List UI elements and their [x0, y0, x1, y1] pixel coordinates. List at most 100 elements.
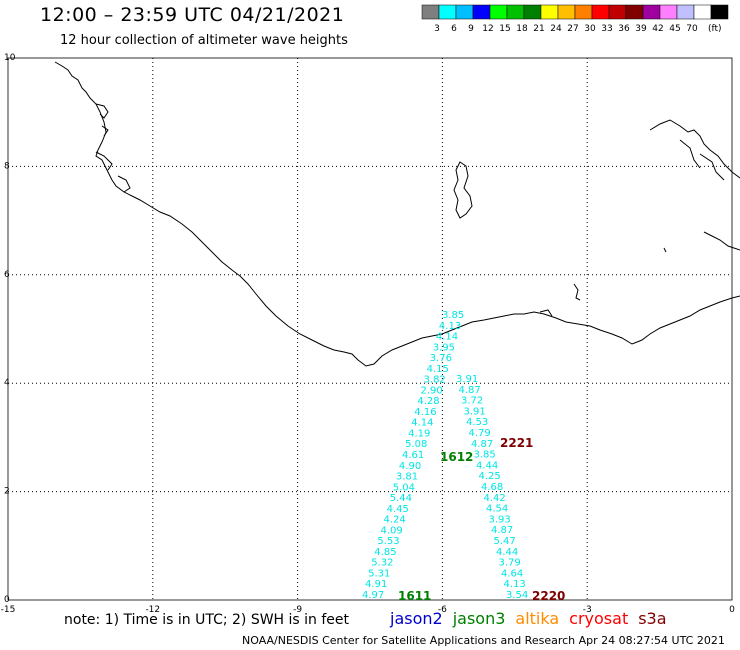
map-grid [7, 57, 733, 601]
satellite-legend-jason2: jason2 [390, 609, 443, 628]
wave-height-value: 4.87 [459, 385, 481, 396]
colorbar-swatch [557, 4, 576, 20]
colorbar-swatch [625, 4, 644, 20]
wave-height-value: 3.79 [499, 558, 521, 569]
footer-credit: NOAA/NESDIS Center for Satellite Applica… [242, 634, 725, 647]
wave-height-value: 5.31 [368, 568, 390, 579]
coastline-main [54, 61, 740, 367]
wave-height-value: 4.15 [427, 364, 449, 375]
wave-height-value: 4.85 [374, 547, 396, 558]
wave-height-value: 3.95 [433, 342, 455, 353]
colorbar-label: 27 [567, 24, 578, 34]
wave-height-value: 5.44 [390, 493, 412, 504]
x-axis-ticks: -15 -12 -9 -6 -3 0 [1, 605, 735, 615]
wave-height-value: 4.28 [417, 396, 439, 407]
colorbar: 3 6 9 12 15 18 21 24 27 30 33 36 39 42 45 70 [421, 4, 729, 34]
wave-height-value: 3.82 [424, 375, 446, 386]
wave-height-value: 5.08 [405, 439, 427, 450]
wave-height-value: 3.72 [461, 396, 483, 407]
satellite-legend-s3a: s3a [638, 609, 667, 628]
colorbar-label: 24 [550, 24, 562, 34]
x-tick-label: -6 [438, 605, 447, 615]
wave-height-value: 5.47 [494, 536, 516, 547]
wave-height-value: 4.24 [384, 515, 406, 526]
map-title: 12:00 – 23:59 UTC 04/21/2021 [40, 4, 345, 26]
wave-height-value: 4.45 [387, 504, 409, 515]
colorbar-label: 33 [601, 24, 612, 34]
wave-height-value: 3.91 [464, 406, 486, 417]
colorbar-label: 15 [499, 24, 510, 34]
colorbar-label: 18 [516, 24, 528, 34]
y-tick-label: 6 [4, 270, 10, 280]
colorbar-swatch [438, 4, 457, 20]
wave-height-value: 4.16 [414, 407, 436, 418]
colorbar-swatch [506, 4, 525, 20]
colorbar-swatch [591, 4, 610, 20]
map-frame [7, 57, 733, 601]
wave-height-value: 4.90 [399, 461, 421, 472]
wave-height-value: 4.09 [380, 525, 402, 536]
wave-height-value: 4.97 [362, 590, 384, 601]
satellite-legend-jason3: jason3 [452, 609, 506, 628]
colorbar-swatch [489, 4, 508, 20]
wave-height-value: 5.04 [393, 482, 415, 493]
wave-height-value: 4.61 [402, 450, 424, 461]
colorbar-swatch [523, 4, 542, 20]
map-subtitle: 12 hour collection of altimeter wave hei… [60, 33, 348, 48]
wave-height-value: 3.91 [456, 374, 478, 385]
wave-height-value: 4.87 [491, 525, 513, 536]
y-axis-ticks: 0 2 4 6 8 10 [4, 53, 16, 605]
colorbar-label: 12 [482, 24, 493, 34]
x-tick-label: 0 [729, 605, 735, 615]
wave-height-value: 4.64 [501, 568, 523, 579]
satellite-legend: jason2 jason3 altika cryosat s3a [390, 609, 677, 628]
colorbar-label: 42 [652, 24, 663, 34]
wave-height-value: 5.32 [371, 558, 393, 569]
wave-height-value: 4.44 [496, 547, 518, 558]
coastline-lake [453, 161, 473, 219]
y-tick-label: 10 [4, 53, 16, 63]
colorbar-label: 21 [533, 24, 544, 34]
colorbar-swatch [693, 4, 712, 20]
colorbar-swatch [540, 4, 559, 20]
colorbar-label: 45 [669, 24, 680, 34]
note-text: note: 1) Time is in UTC; 2) SWH is in fe… [64, 612, 350, 628]
wave-height-value: 3.85 [474, 450, 496, 461]
colorbar-label: 36 [618, 24, 630, 34]
satellite-legend-cryosat: cryosat [569, 609, 629, 628]
colorbar-swatch [642, 4, 661, 20]
pass-time-label: 1611 [398, 589, 431, 603]
y-tick-label: 2 [4, 487, 10, 497]
wave-height-value: 4.14 [411, 418, 433, 429]
wave-height-value: 3.76 [430, 353, 452, 364]
colorbar-swatch [608, 4, 627, 20]
colorbar-label: 3 [434, 24, 440, 34]
colorbar-swatch [421, 4, 440, 20]
coastline-islet [539, 283, 581, 317]
colorbar-swatch [574, 4, 593, 20]
y-tick-label: 8 [4, 161, 10, 171]
colorbar-swatch [676, 4, 695, 20]
wave-height-value: 5.53 [377, 536, 399, 547]
colorbar-swatch [472, 4, 491, 20]
wave-height-value: 4.25 [479, 471, 501, 482]
wave-height-value: 3.54 [506, 590, 528, 601]
x-tick-label: -12 [145, 605, 160, 615]
satellite-legend-altika: altika [515, 609, 560, 628]
wave-height-value: 2.90 [420, 385, 442, 396]
wave-height-value: 3.93 [489, 514, 511, 525]
wave-height-value: 3.85 [442, 310, 464, 321]
pass-time-label: 1612 [440, 450, 473, 464]
colorbar-swatch [659, 4, 678, 20]
colorbar-label: 6 [451, 24, 457, 34]
wave-height-value: 4.19 [408, 428, 430, 439]
colorbar-label: 70 [686, 24, 698, 34]
y-tick-label: 4 [4, 378, 10, 388]
colorbar-swatch [455, 4, 474, 20]
colorbar-label: 39 [635, 24, 647, 34]
wave-height-value: 4.54 [486, 504, 508, 515]
colorbar-label: 30 [584, 24, 596, 34]
wave-height-value: 4.79 [469, 428, 491, 439]
x-tick-label: -3 [583, 605, 592, 615]
